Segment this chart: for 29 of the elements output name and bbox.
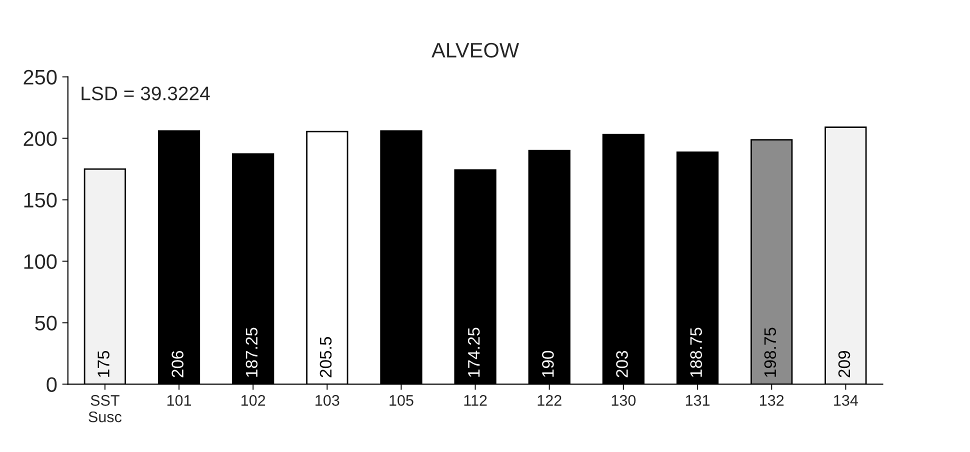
x-tick-label: 122 [538,395,562,406]
x-tick-label: 134 [834,395,858,406]
chart-title: ALVEOW [432,42,520,58]
annotation: LSD = 39.3224 [82,86,210,100]
y-tick-label: 50 [35,316,57,330]
data-label: 187.25 [246,328,258,377]
data-label: 209 [838,351,850,378]
y-tick-label: 200 [24,131,57,146]
data-label: 205.5 [320,337,332,378]
data-label: 190 [542,350,554,377]
data-label: 198.75 [764,328,776,377]
data-label: 174.25 [468,328,480,377]
x-tick-label: 105 [390,395,414,406]
data-label: 203 [616,350,628,378]
x-tick-label: SST Susc [88,395,122,422]
y-tick-label: 0 [46,377,57,392]
x-tick-label: 112 [464,395,487,406]
data-label: 206 [172,350,184,378]
data-label: 188.75 [690,328,702,377]
x-tick-label: 102 [242,395,266,406]
x-tick-label: 132 [760,395,784,406]
y-tick-label: 150 [24,192,57,208]
y-tick-label: 100 [24,254,57,270]
data-label: 175 [98,350,110,377]
x-tick-label: 101 [167,395,192,406]
y-tick-label: 250 [24,70,57,85]
x-tick-label: 131 [686,395,710,406]
x-tick-label: 130 [612,395,636,406]
x-tick-label: 103 [316,395,340,406]
